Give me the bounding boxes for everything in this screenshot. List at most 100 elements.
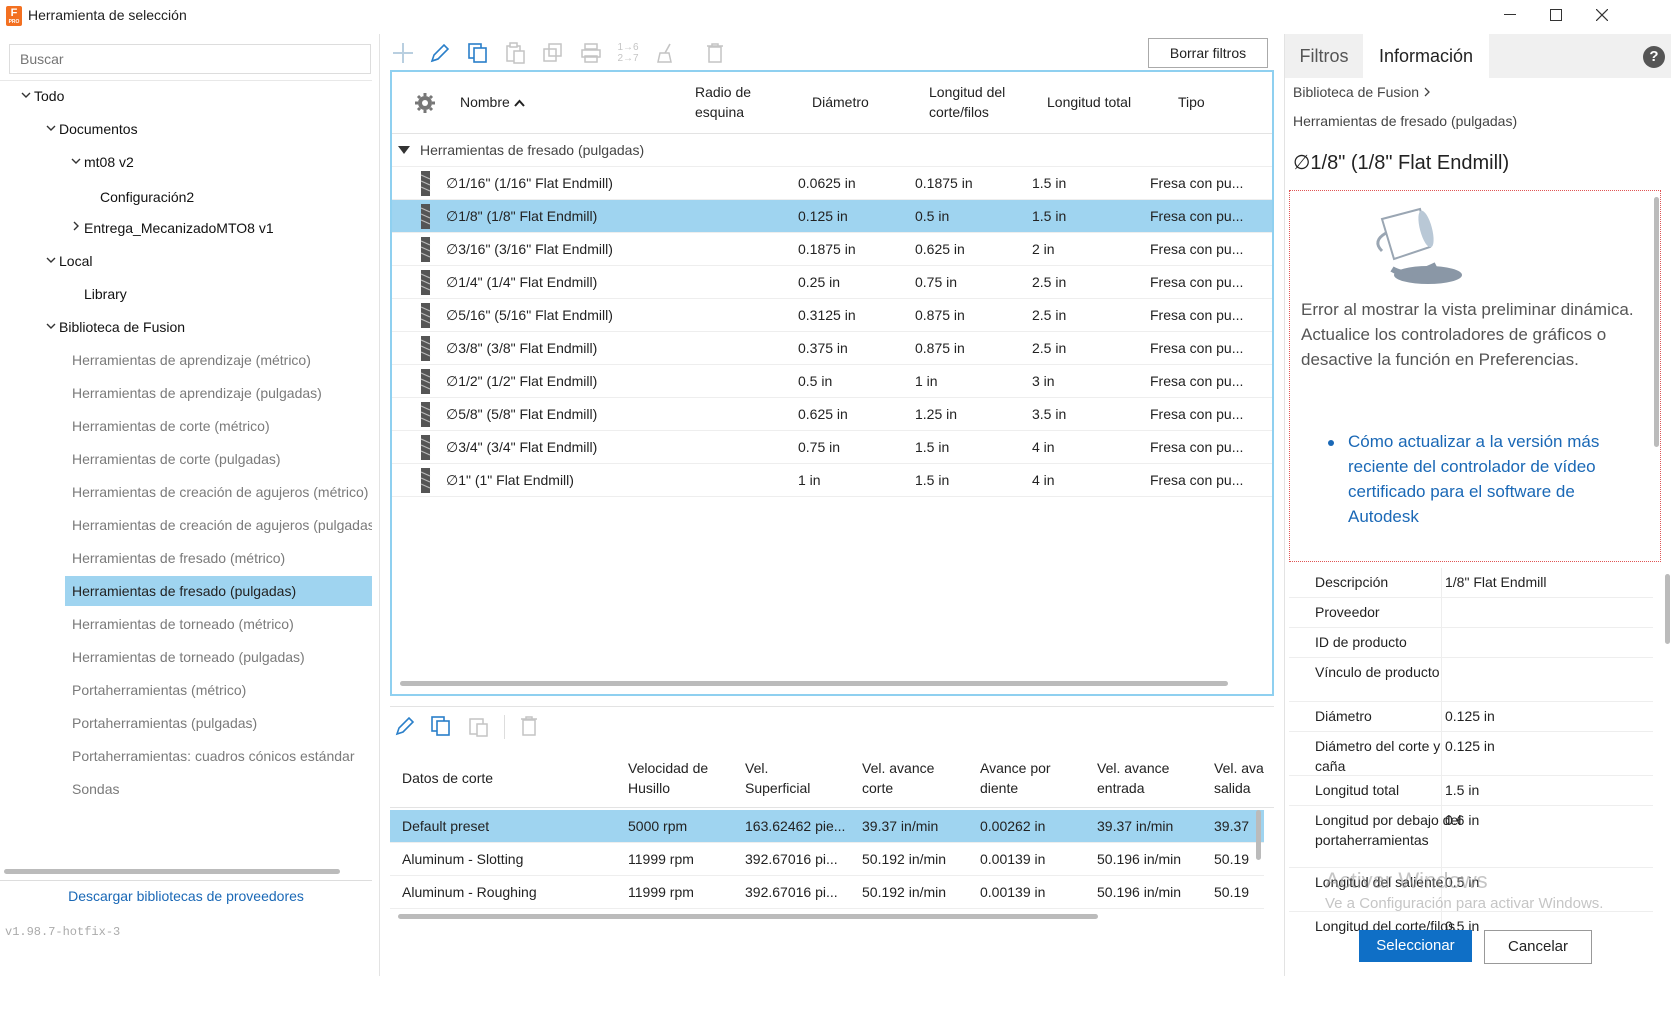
tree-node[interactable]: Herramientas de creación de agujeros (mé… (72, 477, 368, 507)
preview-scrollbar[interactable] (1654, 197, 1659, 447)
renumber-icon-top: 1→6 (617, 42, 639, 53)
cutting-data-column-header[interactable]: Avance por diente (980, 760, 1051, 796)
add-tool-button[interactable] (390, 40, 416, 66)
tree-node[interactable]: Herramientas de torneado (pulgadas) (72, 642, 305, 672)
chevron-right-icon[interactable] (68, 213, 84, 243)
tool-row[interactable]: ∅5/16" (5/16" Flat Endmill) 0.3125 in 0.87… (392, 299, 1272, 332)
preset-cell: 5000 rpm (628, 818, 688, 834)
property-value[interactable]: 1.5 in (1445, 782, 1480, 798)
column-settings-button[interactable] (414, 92, 436, 117)
download-vendor-libraries-link[interactable]: Descargar bibliotecas de proveedores (68, 888, 304, 904)
tool-row[interactable]: ∅3/4" (3/4" Flat Endmill) 0.75 in 1.5 in 4 … (392, 431, 1272, 464)
tree-node[interactable]: mt08 v2 (68, 147, 134, 177)
tree-node[interactable]: Sondas (72, 774, 119, 804)
column-type-header[interactable]: Tipo (1178, 94, 1205, 110)
column-flute-length-header[interactable]: Longitud del corte/filos (929, 84, 1006, 120)
minimize-button[interactable] (1487, 0, 1533, 30)
preset-row[interactable]: Default preset 5000 rpm 163.62462 pie... 39… (390, 810, 1264, 843)
property-value[interactable]: 1/8" Flat Endmill (1445, 574, 1547, 590)
property-value[interactable]: 0.6 in (1445, 812, 1480, 828)
cutting-data-column-header[interactable]: Datos de corte (402, 770, 494, 786)
tab-filters[interactable]: Filtros (1299, 46, 1349, 66)
cutting-data-column-header[interactable]: Vel. Superficial (745, 760, 811, 796)
column-corner-radius-header[interactable]: Radio de esquina (695, 84, 752, 120)
property-value[interactable]: 0.125 in (1445, 708, 1495, 724)
cutting-data-column-header[interactable]: Vel. ava salida (1214, 760, 1264, 796)
renumber-button[interactable]: 1→6 2→7 (615, 40, 641, 66)
tree-node[interactable]: Herramientas de fresado (métrico) (72, 543, 285, 573)
edit-preset-button[interactable] (392, 713, 418, 739)
cancel-button[interactable]: Cancelar (1484, 930, 1592, 964)
tree-node[interactable]: Library (68, 279, 127, 309)
tree-node[interactable]: Portaherramientas (métrico) (72, 675, 246, 705)
edit-tool-button[interactable] (427, 40, 453, 66)
tool-group-header[interactable]: Herramientas de fresado (pulgadas) (392, 134, 1272, 167)
presets-horizontal-scrollbar[interactable] (398, 914, 1098, 919)
help-icon[interactable]: ? (1643, 46, 1665, 68)
tree-node[interactable]: Todo (18, 81, 64, 111)
chevron-down-icon[interactable] (18, 81, 34, 111)
tree-node[interactable]: Herramientas de aprendizaje (métrico) (72, 345, 311, 375)
cutting-data-column-header[interactable]: Velocidad de Husillo (628, 760, 709, 796)
property-row: ID de producto (1289, 628, 1653, 658)
copy-tool-button[interactable] (465, 40, 491, 66)
chevron-down-icon[interactable] (43, 246, 59, 276)
tree-node[interactable]: Herramientas de creación de agujeros (pu… (72, 510, 372, 540)
paste-preset-button[interactable] (466, 713, 492, 739)
tool-row[interactable]: ∅1/16" (1/16" Flat Endmill) 0.0625 in 0.18… (392, 167, 1272, 200)
tree-node[interactable]: Configuración2 (84, 182, 194, 212)
tree-node[interactable]: Biblioteca de Fusion (43, 312, 185, 342)
cutting-data-column-header[interactable]: Vel. avance corte (862, 760, 935, 796)
duplicate-tool-button[interactable] (540, 40, 566, 66)
close-window-button[interactable] (1579, 0, 1625, 30)
tree-node[interactable]: Entrega_MecanizadoMTO8 v1 (68, 213, 274, 243)
tree-node[interactable]: Portaherramientas: cuadros cónicos están… (72, 741, 354, 771)
search-input[interactable] (9, 44, 371, 74)
tree-horizontal-scrollbar[interactable] (4, 869, 340, 874)
chevron-down-icon[interactable] (43, 312, 59, 342)
tree-node[interactable]: Local (43, 246, 92, 276)
property-value[interactable]: 0.5 in (1445, 874, 1480, 890)
tree-node[interactable]: Documentos (43, 114, 138, 144)
delete-preset-button[interactable] (516, 713, 542, 739)
select-button[interactable]: Seleccionar (1359, 930, 1472, 962)
chevron-down-icon[interactable] (43, 114, 59, 144)
tree-node[interactable]: Portaherramientas (pulgadas) (72, 708, 257, 738)
tool-row[interactable]: ∅1/8" (1/8" Flat Endmill) 0.125 in 0.5 in 1… (392, 200, 1272, 233)
breadcrumb[interactable]: Biblioteca de Fusion (1293, 84, 1431, 100)
property-name: Proveedor (1315, 604, 1380, 620)
tree-node[interactable]: Herramientas de fresado (pulgadas) (65, 576, 372, 606)
properties-scrollbar[interactable] (1665, 574, 1670, 644)
tree-node[interactable]: Herramientas de corte (métrico) (72, 411, 270, 441)
column-name-header[interactable]: Nombre (460, 92, 525, 112)
tools-horizontal-scrollbar[interactable] (400, 681, 1228, 686)
tool-row[interactable]: ∅3/8" (3/8" Flat Endmill) 0.375 in 0.875 i… (392, 332, 1272, 365)
maximize-button[interactable] (1533, 0, 1579, 30)
cutting-data-column-header[interactable]: Vel. avance entrada (1097, 760, 1170, 796)
tab-information[interactable]: Información (1363, 34, 1489, 78)
tool-row[interactable]: ∅1/4" (1/4" Flat Endmill) 0.25 in 0.75 in 2… (392, 266, 1272, 299)
tool-row[interactable]: ∅5/8" (5/8" Flat Endmill) 0.625 in 1.25 in… (392, 398, 1272, 431)
delete-tool-button[interactable] (702, 40, 728, 66)
breadcrumb-library[interactable]: Biblioteca de Fusion (1293, 84, 1420, 100)
property-value[interactable]: 0.125 in (1445, 738, 1495, 754)
chevron-down-icon[interactable] (68, 147, 84, 177)
tool-row[interactable]: ∅3/16" (3/16" Flat Endmill) 0.1875 in 0.62… (392, 233, 1272, 266)
print-button[interactable] (578, 40, 604, 66)
clear-filters-button[interactable]: Borrar filtros (1148, 38, 1268, 68)
copy-preset-button[interactable] (428, 713, 454, 739)
tree-node[interactable]: Herramientas de torneado (métrico) (72, 609, 294, 639)
column-diameter-header[interactable]: Diámetro (812, 94, 869, 110)
tool-row[interactable]: ∅1/2" (1/2" Flat Endmill) 0.5 in 1 in 3 in F… (392, 365, 1272, 398)
tree-node[interactable]: Herramientas de corte (pulgadas) (72, 444, 281, 474)
tool-row[interactable]: ∅1" (1" Flat Endmill) 1 in 1.5 in 4 in Fresa… (392, 464, 1272, 497)
preset-row[interactable]: Aluminum - Roughing 11999 rpm 392.67016 pi… (390, 876, 1264, 909)
presets-vertical-scrollbar[interactable] (1256, 810, 1261, 860)
driver-update-link[interactable]: Cómo actualizar a la versión más recient… (1348, 432, 1600, 526)
breadcrumb-category[interactable]: Herramientas de fresado (pulgadas) (1293, 113, 1518, 129)
column-total-length-header[interactable]: Longitud total (1047, 94, 1132, 110)
preset-row[interactable]: Aluminum - Slotting 11999 rpm 392.67016 pi… (390, 843, 1264, 876)
paste-tool-button[interactable] (503, 40, 529, 66)
clean-up-button[interactable] (653, 40, 679, 66)
tree-node[interactable]: Herramientas de aprendizaje (pulgadas) (72, 378, 322, 408)
